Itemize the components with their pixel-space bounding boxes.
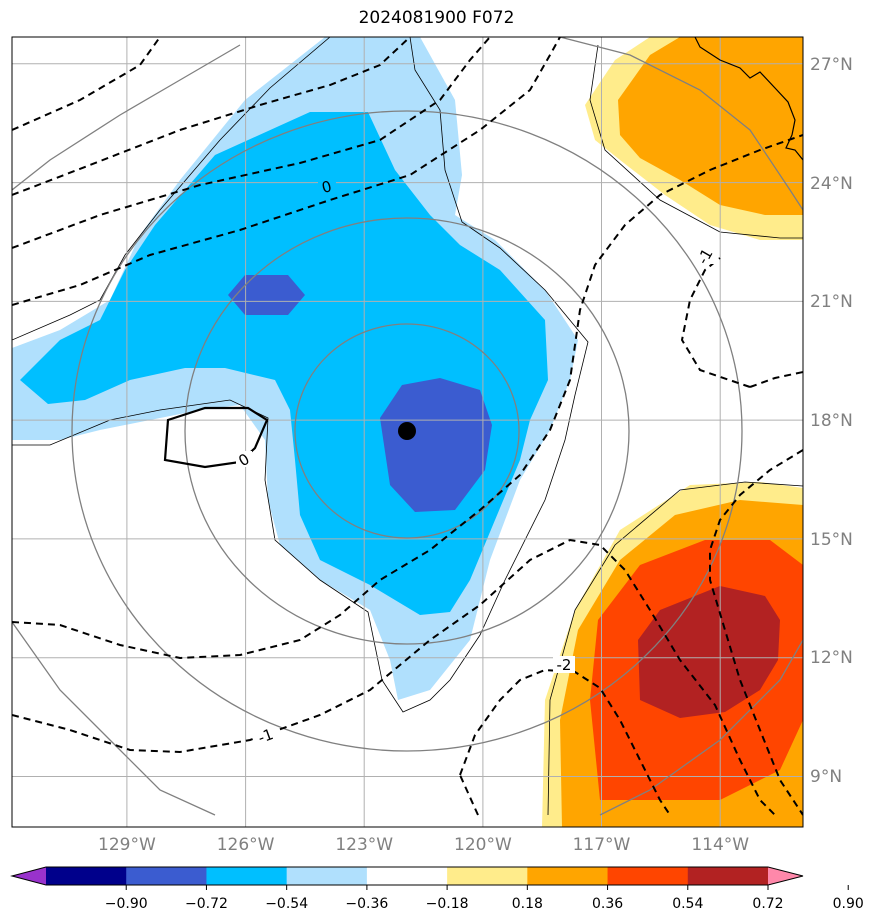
dark-blue-shading-north [228,275,305,315]
lat-tick-label: 12°N [810,648,853,668]
thin-contours [12,37,803,816]
colorbar-segment [527,867,609,885]
colorbar-tick-label: −0.36 [345,896,388,912]
dark-blue-shading-center [380,378,492,512]
colorbar: −0.90 −0.72 −0.54 −0.36 −0.18 0.18 0.36 0.54 0.7… [10,866,864,912]
dashed-contours [12,37,803,816]
colorbar-segment [366,867,448,885]
contour-label-group: 0 0 -1 -1 -2 [235,177,717,747]
lon-tick-label: 129°W [98,835,156,855]
latitude-labels: 9°N 12°N 15°N 18°N 21°N 24°N 27°N [810,55,853,787]
contour-label: -2 [557,656,572,674]
colorbar-segment [46,867,127,885]
colorbar-segment [126,867,207,885]
plot-title: 2024081900 F072 [358,8,515,28]
colorbar-segment [447,867,528,885]
colorbar-tick-label: −0.18 [426,896,469,912]
lat-tick-label: 18°N [810,411,853,431]
colorbar-tick-label: −0.54 [265,896,308,912]
colorbar-tick-label: −0.90 [105,896,148,912]
colorbar-tick-label: 0.72 [752,896,783,912]
colorbar-tick-label: 0.18 [512,896,543,912]
colorbar-outline [10,866,804,886]
plot-frame [11,36,804,828]
colorbar-segment [286,867,368,885]
lat-tick-label: 15°N [810,530,853,550]
map-plot-area: 0 0 -1 -1 -2 [12,37,803,827]
storm-center-marker [398,422,416,440]
graticule [12,37,803,827]
lat-tick-label: 9°N [810,767,842,787]
lat-tick-label: 27°N [810,55,853,75]
contour-label: -1 [256,725,276,747]
dark-red-shading [638,586,780,718]
longitude-labels: 129°W 126°W 123°W 120°W 117°W 114°W [98,835,749,855]
lon-tick-label: 120°W [454,835,512,855]
orange-shading-northeast [618,37,803,215]
colorbar-tick-label: 0.36 [592,896,623,912]
lon-tick-label: 126°W [217,835,275,855]
zero-contour-closed [163,406,269,469]
contour-label: 0 [320,177,334,197]
colorbar-tick-label: −0.72 [185,896,228,912]
colorbar-segment [607,867,689,885]
colorbar-extend-high [768,867,803,885]
colorbar-tick-label: 0.90 [833,896,864,912]
lat-tick-label: 21°N [810,292,853,312]
colorbar-extend-low [12,867,46,885]
colorbar-tick-label: 0.54 [672,896,703,912]
lon-tick-label: 123°W [335,835,393,855]
lon-tick-label: 117°W [573,835,631,855]
lon-tick-label: 114°W [691,835,749,855]
colorbar-segment [206,867,288,885]
range-rings [12,37,803,816]
colorbar-segment [687,867,769,885]
lat-tick-label: 24°N [810,174,853,194]
coastline [694,37,803,161]
